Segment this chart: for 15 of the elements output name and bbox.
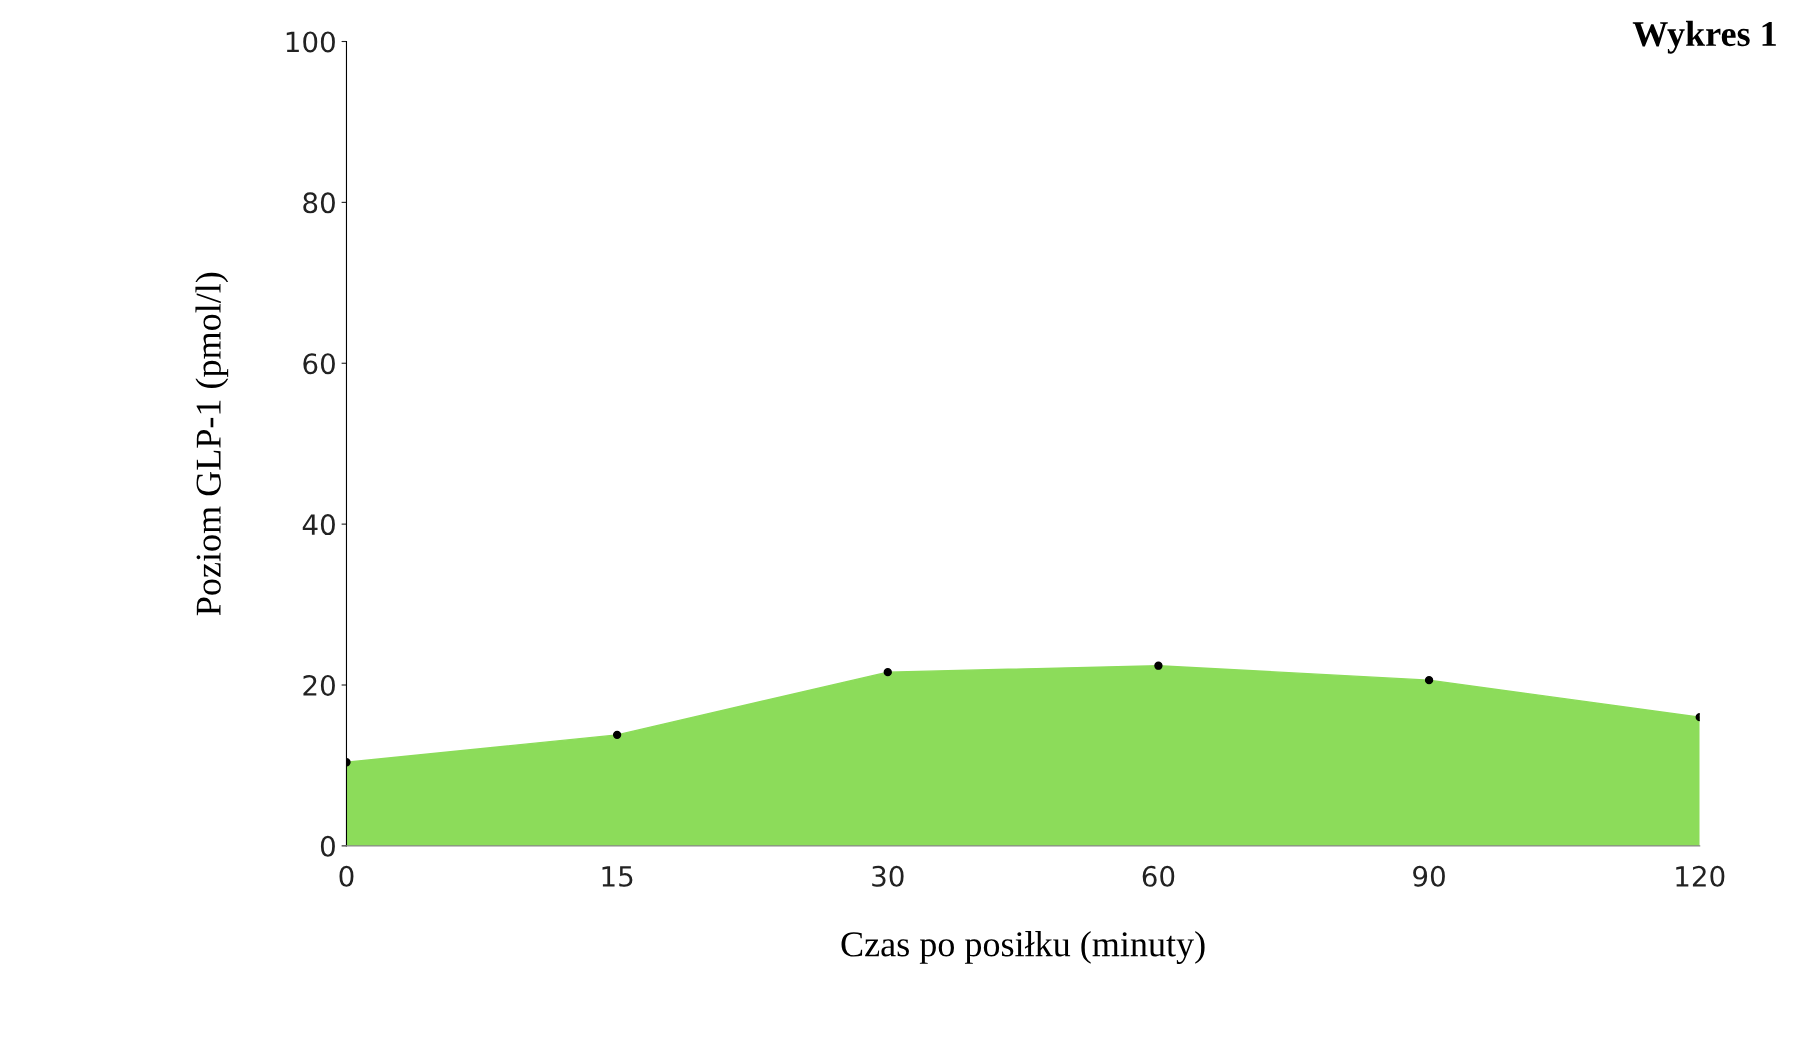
x-axis-title: Czas po posiłku (minuty): [841, 931, 1205, 964]
y-tick-label: 20: [303, 674, 335, 696]
y-tick-label: 60: [303, 353, 335, 375]
x-tick-label: 15: [602, 866, 633, 887]
x-tick-label: 60: [1142, 865, 1175, 887]
y-axis-title: Poziom GLP-1 (pmol/l): [195, 272, 229, 616]
y-tick-label: 0: [320, 835, 335, 857]
x-tick-label: 0: [339, 865, 354, 887]
x-tick-label: 120: [1676, 865, 1725, 887]
chart-title: Wykres 1: [1632, 20, 1776, 54]
x-tick-label: 90: [1413, 865, 1445, 887]
y-tick-label: 40: [302, 514, 335, 536]
y-tick-label: 80: [303, 192, 335, 214]
y-tick-label: 100: [286, 31, 335, 53]
x-tick-label: 30: [872, 865, 904, 887]
